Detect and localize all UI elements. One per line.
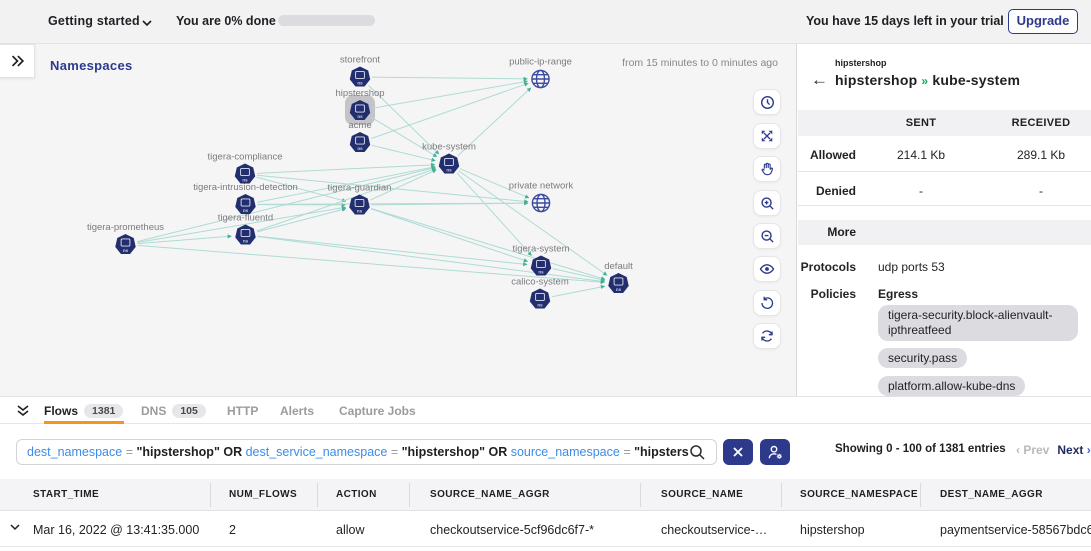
svg-text:acme: acme (348, 120, 371, 131)
svg-text:calico-system: calico-system (511, 277, 569, 288)
svg-text:kube-system: kube-system (422, 142, 476, 153)
svg-text:tigera-fluentd: tigera-fluentd (218, 213, 273, 224)
svg-text:tigera-intrusion-detection: tigera-intrusion-detection (193, 182, 298, 193)
svg-text:public-ip-range: public-ip-range (509, 57, 572, 68)
svg-text:tigera-guardian: tigera-guardian (328, 183, 392, 194)
svg-text:tigera-prometheus: tigera-prometheus (87, 222, 164, 233)
svg-text:private network: private network (509, 181, 574, 192)
svg-text:tigera-system: tigera-system (512, 244, 569, 255)
svg-text:tigera-compliance: tigera-compliance (208, 152, 283, 163)
svg-text:default: default (604, 261, 633, 272)
svg-text:hipstershop: hipstershop (335, 88, 384, 99)
svg-text:storefront: storefront (340, 55, 380, 66)
